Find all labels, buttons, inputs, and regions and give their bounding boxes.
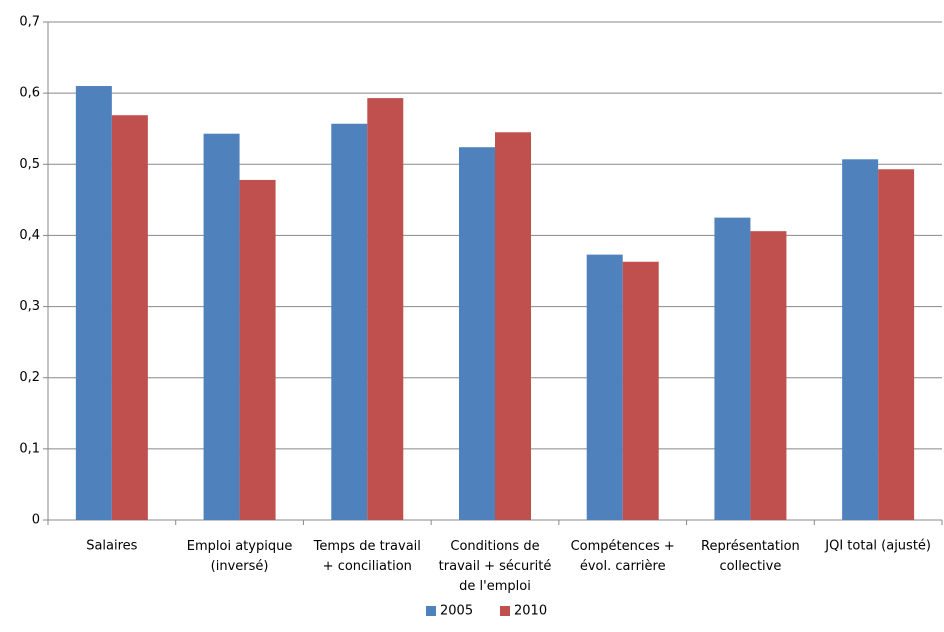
bar [622, 261, 659, 520]
bar [367, 98, 404, 520]
x-tick-label: JQI total (ajusté) [824, 539, 931, 554]
y-tick-label: 0,3 [19, 299, 40, 314]
y-tick-label: 0 [32, 513, 40, 528]
bar [331, 123, 368, 520]
y-tick-label: 0,1 [19, 441, 40, 456]
legend-label: 2005 [440, 604, 473, 619]
bar [842, 159, 879, 520]
y-tick-label: 0,4 [19, 228, 40, 243]
bar [495, 132, 531, 520]
bar [750, 231, 787, 520]
bar [714, 217, 751, 520]
bar [878, 169, 915, 520]
bar [459, 147, 495, 520]
bar [586, 254, 623, 520]
bar [111, 115, 148, 520]
x-tick-label: Temps de travail + conciliation [313, 539, 421, 574]
bar [239, 179, 276, 521]
y-tick-label: 0,5 [19, 157, 40, 172]
x-tick-label: Salaires [86, 539, 137, 554]
bar [203, 133, 240, 521]
x-tick-label: Emploi atypique (inversé) [187, 539, 293, 574]
x-tick-label: Compétences + évol. carrière [571, 539, 675, 574]
x-tick-label: Représentation collective [701, 539, 800, 574]
x-tick-label: Conditions de travail + sécurité de l'empl… [439, 539, 552, 594]
legend-swatch [426, 606, 436, 616]
bar [75, 86, 112, 521]
y-tick-label: 0,7 [19, 15, 40, 30]
y-tick-label: 0,6 [19, 86, 40, 101]
y-tick-label: 0,2 [19, 370, 40, 385]
legend-label: 2010 [514, 604, 547, 619]
legend-swatch [500, 606, 510, 616]
